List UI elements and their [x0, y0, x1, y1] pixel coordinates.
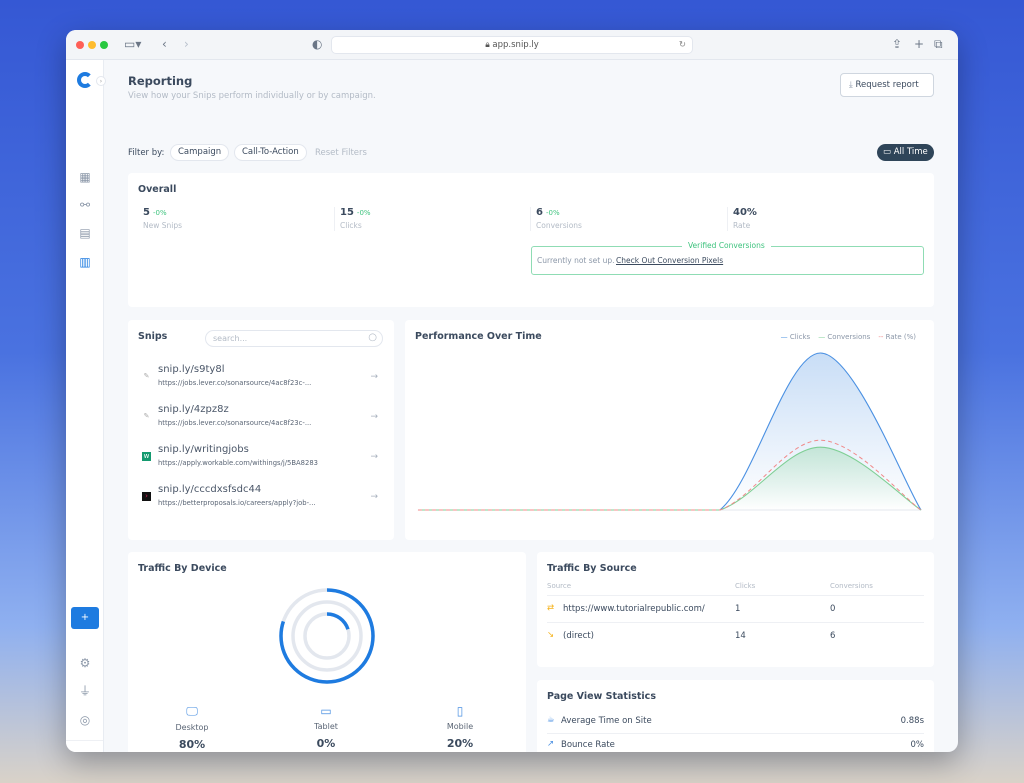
zoom-button[interactable] — [100, 41, 108, 49]
search-icon: ○ — [368, 332, 377, 343]
ring-track — [291, 600, 363, 672]
reports-icon[interactable]: ▥ — [79, 255, 91, 269]
stat-clicks: 15 -0% Clicks — [340, 207, 371, 230]
page-subtitle: View how your Snips perform individually… — [128, 91, 376, 101]
sidebar-toggle-icon[interactable]: ▭▾ — [124, 37, 142, 51]
back-icon[interactable]: ‹ — [162, 37, 167, 51]
arrow-right-icon: → — [370, 492, 378, 502]
arrow-right-icon: → — [370, 412, 378, 422]
device-rings-chart — [279, 588, 375, 684]
filter-cta[interactable]: Call-To-Action — [234, 144, 307, 161]
coffee-icon: ☕︎ — [547, 715, 555, 725]
verified-conversions-box: Verified Conversions Currently not set u… — [531, 241, 924, 275]
share-icon[interactable]: ⇪ — [892, 37, 903, 51]
snip-item[interactable]: w snip.ly/writingjobs https://apply.workab… — [142, 444, 378, 467]
reload-icon[interactable]: ↻ — [678, 40, 686, 50]
referral-icon: ⇄ — [547, 603, 555, 613]
download-icon: ⤓ — [849, 80, 856, 90]
close-button[interactable] — [76, 41, 84, 49]
line-rate — [417, 439, 922, 511]
ring-desktop[interactable] — [279, 588, 375, 684]
calendar-icon: ▭ — [883, 147, 894, 157]
overall-title: Overall — [138, 184, 177, 195]
source-title: Traffic By Source — [547, 563, 637, 574]
link-icon[interactable]: ⚯ — [79, 198, 91, 212]
sidebar: › ▦ ⚯ ▤ ▥ + ⚙ ⏚ ◎ Tt — [66, 60, 106, 752]
snip-item[interactable]: ✎ snip.ly/s9ty8l https://jobs.lever.co/son… — [143, 364, 378, 387]
tabs-overview-icon[interactable]: ⧉ — [934, 37, 943, 51]
help-icon[interactable]: ◎ — [79, 713, 91, 727]
snip-item[interactable]: › snip.ly/cccdxsfsdc44 https://betterpropo… — [142, 484, 382, 518]
pencil-icon: ✎ — [143, 412, 150, 420]
device-tablet: ▭ Tablet 0% — [296, 704, 356, 750]
conversion-pixels-link[interactable]: Check Out Conversion Pixels — [616, 256, 724, 265]
new-tab-icon[interactable]: + — [914, 37, 925, 51]
main-content: Reporting View how your Snips perform in… — [104, 60, 958, 752]
stat-conversions: 6 -0% Conversions — [536, 207, 582, 230]
traffic-device-card: Traffic By Device 🖵 Desktop 80% ▭ Tablet 0% ▯ M… — [128, 552, 526, 752]
snip-logo[interactable] — [77, 72, 93, 88]
clipboard-icon[interactable]: ▤ — [79, 226, 91, 240]
gear-icon[interactable]: ⚙ — [79, 656, 91, 670]
ring-mobile[interactable] — [303, 612, 351, 660]
pageview-card: Page View Statistics ☕︎ Average Time on S… — [537, 680, 934, 752]
snip-item[interactable]: ✎ snip.ly/4zpz8z https://jobs.lever.co/son… — [143, 404, 378, 427]
tablet-icon: ▭ — [320, 704, 332, 718]
shield-icon[interactable]: ◐ — [312, 37, 323, 51]
arrow-right-icon: → — [370, 372, 378, 382]
stat-row: ☕︎ Average Time on Site 0.88s — [547, 710, 924, 734]
mobile-icon: ▯ — [456, 704, 464, 718]
arrow-right-icon: → — [370, 452, 378, 462]
browser-window: ▭▾ ‹ › ◐ 🔒︎ app.snip.ly ↻ ⇪ + ⧉ › ▦ ⚯ ▤ ▥… — [66, 30, 958, 752]
page-title: Reporting — [128, 74, 193, 88]
pageview-title: Page View Statistics — [547, 691, 656, 702]
address-bar[interactable]: 🔒︎ app.snip.ly ↻ — [331, 36, 693, 54]
forward-icon[interactable]: › — [184, 37, 189, 51]
traffic-source-card: Traffic By Source Source Clicks Conversion… — [537, 552, 934, 667]
desktop-icon: 🖵 — [186, 704, 198, 718]
legend-conversions[interactable]: — Conversions — [818, 333, 871, 341]
device-desktop: 🖵 Desktop 80% — [162, 704, 222, 751]
snip-search-input[interactable]: search... ○ — [205, 330, 383, 347]
performance-card: Performance Over Time — Clicks — Convers… — [405, 320, 934, 540]
snips-card: Snips search... ○ ✎ snip.ly/s9ty8l https:/… — [128, 320, 394, 540]
request-report-button[interactable]: ⤓ Request report — [840, 73, 934, 97]
source-table-header: Source Clicks Conversions — [547, 582, 924, 596]
legend-rate[interactable]: -- Rate (%) — [878, 333, 916, 341]
minimize-button[interactable] — [88, 41, 96, 49]
area-conversions — [418, 447, 921, 510]
overall-card: Overall 5 -0% New Snips 15 -0% Clicks 6 -0% Co… — [128, 173, 934, 307]
pencil-icon: ✎ — [143, 372, 150, 380]
reset-filters-link[interactable]: Reset Filters — [315, 148, 367, 158]
legend-clicks[interactable]: — Clicks — [780, 333, 811, 341]
device-title: Traffic By Device — [138, 563, 227, 574]
stat-row: ↗ Bounce Rate 0% — [547, 739, 924, 750]
dashboard-icon[interactable]: ▦ — [79, 170, 91, 184]
direct-arrow-icon: ↘ — [547, 630, 555, 640]
performance-chart — [417, 352, 922, 511]
chart-title: Performance Over Time — [415, 331, 542, 342]
arrow-up-right-icon: ↗ — [547, 739, 555, 749]
stat-new-snips: 5 -0% New Snips — [143, 207, 183, 230]
date-range-button[interactable]: ▭ All Time — [877, 144, 934, 161]
plug-icon[interactable]: ⏚ — [78, 684, 91, 698]
source-row[interactable]: ↘ (direct) 14 6 — [547, 630, 836, 641]
expand-sidebar-icon[interactable]: › — [96, 76, 106, 86]
browser-titlebar: ▭▾ ‹ › ◐ 🔒︎ app.snip.ly ↻ ⇪ + ⧉ — [66, 30, 958, 60]
stat-rate: 40% Rate — [733, 207, 757, 230]
filter-label: Filter by: — [128, 148, 165, 158]
filter-campaign[interactable]: Campaign — [170, 144, 230, 161]
workable-favicon: w — [142, 452, 151, 461]
source-row[interactable]: ⇄ https://www.tutorialrepublic.com/1 0 — [547, 596, 924, 623]
lock-icon: 🔒︎ — [485, 40, 493, 50]
snips-title: Snips — [138, 331, 168, 342]
betterproposals-favicon: › — [142, 492, 151, 501]
device-mobile: ▯ Mobile 20% — [430, 704, 490, 750]
chart-legend: — Clicks — Conversions -- Rate (%) — [781, 333, 916, 341]
add-snip-button[interactable]: + — [71, 607, 99, 629]
